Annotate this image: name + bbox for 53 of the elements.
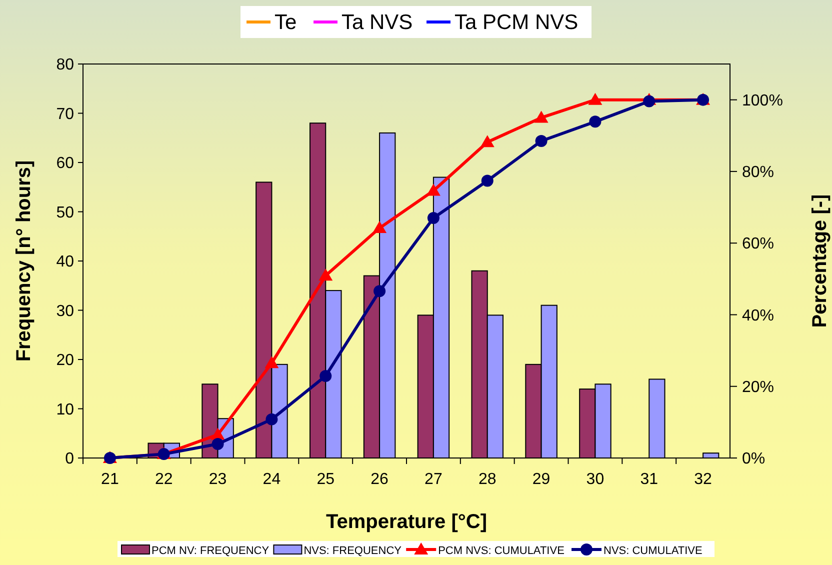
y-axis-title: Frequency [n° hours] bbox=[13, 160, 35, 362]
point bbox=[534, 110, 548, 123]
x-tick-label: 27 bbox=[424, 471, 442, 488]
point bbox=[481, 174, 494, 187]
point bbox=[266, 413, 278, 426]
y-tick-label: 10 bbox=[56, 401, 74, 418]
y2-tick-label: 80% bbox=[742, 164, 774, 182]
x-tick-label: 29 bbox=[532, 471, 550, 488]
legend-label: NVS: FREQUENCY bbox=[304, 545, 402, 557]
y-tick-label: 30 bbox=[56, 302, 74, 320]
point bbox=[264, 356, 279, 368]
y2-tick-label: 100% bbox=[742, 92, 783, 110]
y-tick-label: 70 bbox=[56, 106, 74, 123]
x-tick-label: 24 bbox=[262, 471, 281, 488]
y2-tick-label: 20% bbox=[742, 378, 774, 396]
point bbox=[480, 135, 494, 148]
x-tick-label: 23 bbox=[208, 471, 227, 488]
point bbox=[426, 184, 440, 196]
point bbox=[535, 135, 548, 148]
y-tick-label: 20 bbox=[56, 352, 74, 370]
x-tick-label: 31 bbox=[640, 471, 658, 488]
y2-axis-title: Percentage [-] bbox=[809, 194, 831, 328]
y2-tick-label: 0% bbox=[742, 450, 766, 468]
legend-label: Te bbox=[274, 11, 297, 34]
point bbox=[589, 116, 602, 128]
x-tick-label: 28 bbox=[478, 471, 496, 488]
x-axis-title: Temperature [°C] bbox=[326, 511, 487, 533]
point bbox=[427, 212, 440, 224]
legend-label: PCM NV: FREQUENCY bbox=[152, 545, 270, 557]
y-tick-label: 80 bbox=[56, 56, 74, 74]
point bbox=[588, 92, 602, 105]
y-tick-label: 40 bbox=[56, 254, 74, 271]
x-tick-label: 21 bbox=[101, 471, 119, 488]
point bbox=[374, 285, 386, 298]
x-tick-label: 32 bbox=[694, 471, 712, 488]
legend-label: Ta NVS bbox=[342, 11, 413, 34]
y2-tick-label: 60% bbox=[742, 236, 774, 253]
y-tick-label: 0 bbox=[65, 450, 74, 468]
point bbox=[320, 370, 332, 382]
legend-label: NVS: CUMULATIVE bbox=[604, 545, 702, 557]
x-tick-label: 25 bbox=[316, 471, 335, 488]
y-tick-label: 60 bbox=[56, 155, 74, 172]
x-tick-label: 22 bbox=[154, 471, 173, 488]
y-tick-label: 50 bbox=[56, 204, 74, 222]
point bbox=[643, 95, 656, 108]
point bbox=[318, 268, 333, 281]
x-tick-label: 26 bbox=[370, 471, 389, 488]
x-tick-label: 30 bbox=[586, 471, 604, 488]
point bbox=[372, 221, 387, 234]
point bbox=[212, 438, 224, 450]
y2-tick-label: 40% bbox=[742, 307, 774, 324]
legend-label: Ta PCM NVS bbox=[454, 11, 578, 34]
legend-label: PCM NVS: CUMULATIVE bbox=[438, 545, 564, 557]
